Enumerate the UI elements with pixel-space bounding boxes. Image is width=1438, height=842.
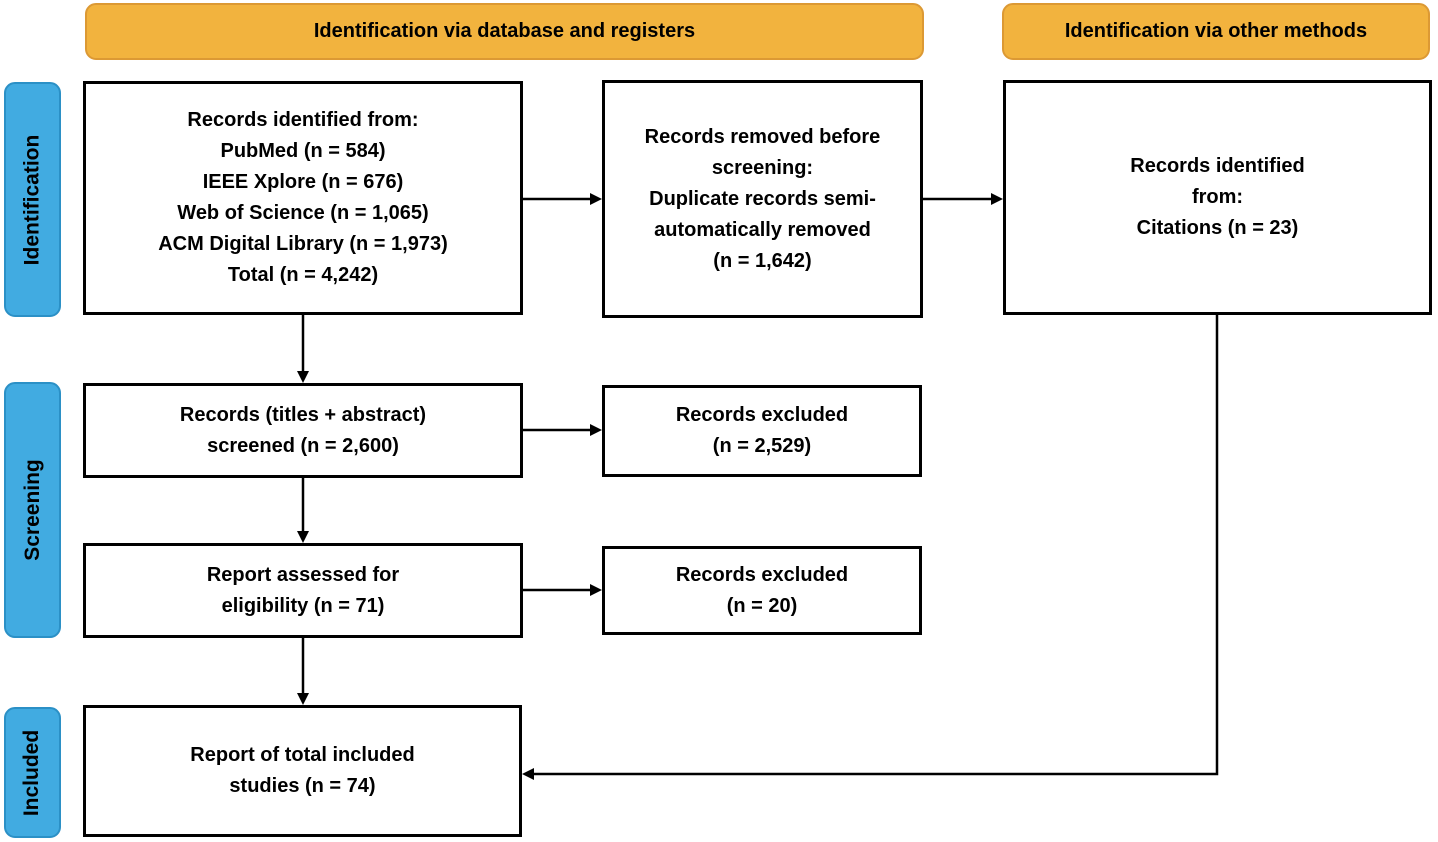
stage-label-included: Included bbox=[4, 707, 61, 838]
box-text-line: (n = 2,529) bbox=[712, 435, 812, 457]
arrowhead-removed-to-citations bbox=[991, 193, 1003, 205]
stage-label-screening: Screening bbox=[4, 382, 61, 638]
box-records-removed-before-screening: Records removed before screening: Duplic… bbox=[602, 80, 923, 318]
box-report-total-included: Report of total included studies (n = 74… bbox=[83, 705, 522, 837]
box-text-line: eligibility (n = 71) bbox=[221, 594, 385, 617]
box-text-line: automatically removed bbox=[654, 218, 871, 241]
arrowhead-screened-to-excluded bbox=[590, 424, 602, 436]
arrowhead-screened-to-assessed bbox=[297, 531, 309, 543]
box-text-line: Duplicate records semi- bbox=[649, 187, 876, 210]
box-text-line: Report of total included bbox=[190, 744, 415, 766]
box-text-line: Records identified from: bbox=[187, 109, 419, 131]
arrowhead-assessed-to-excluded bbox=[590, 584, 602, 596]
box-text-line: Total (n = 4,242) bbox=[227, 264, 379, 286]
box-records-excluded-screening: Records excluded (n = 2,529) bbox=[602, 385, 922, 477]
arrowhead-identified-to-removed bbox=[590, 193, 602, 205]
stage-label-identification: Identification bbox=[4, 82, 61, 317]
arrowhead-assessed-to-included bbox=[297, 693, 309, 705]
box-text-line: screening: bbox=[711, 156, 814, 179]
stage-label-included-text: Included bbox=[20, 729, 44, 816]
box-text-line: screened (n = 2,600) bbox=[207, 434, 399, 457]
header-identification-via-databases-label: Identification via database and register… bbox=[313, 20, 696, 42]
arrowhead-citations-to-included bbox=[522, 768, 534, 780]
box-text-line: IEEE Xplore (n = 676) bbox=[202, 171, 404, 193]
box-report-assessed-eligibility: Report assessed for eligibility (n = 71) bbox=[83, 543, 523, 638]
box-records-excluded-eligibility: Records excluded (n = 20) bbox=[602, 546, 922, 635]
arrowhead-identified-to-screened bbox=[297, 371, 309, 383]
box-records-identified-databases: Records identified from: PubMed (n = 584… bbox=[83, 81, 523, 315]
box-text-line: ACM Digital Library (n = 1,973) bbox=[158, 233, 448, 255]
stage-label-screening-text: Screening bbox=[20, 459, 44, 561]
box-records-identified-citations: Records identified from: Citations (n = … bbox=[1003, 80, 1432, 315]
box-text-line: PubMed (n = 584) bbox=[220, 140, 386, 162]
header-identification-via-other-methods-label: Identification via other methods bbox=[1064, 20, 1368, 42]
box-text-line: (n = 20) bbox=[726, 594, 798, 617]
box-text-line: Citations (n = 23) bbox=[1136, 217, 1299, 239]
stage-label-identification-text: Identification bbox=[20, 134, 44, 265]
box-text-line: Records excluded bbox=[675, 563, 849, 586]
header-identification-via-databases: Identification via database and register… bbox=[85, 3, 924, 60]
box-text-line: Records identified bbox=[1130, 155, 1305, 177]
box-text-line: Web of Science (n = 1,065) bbox=[177, 202, 429, 224]
connector-citations-to-included bbox=[531, 315, 1219, 776]
box-text-line: Records removed before bbox=[644, 125, 881, 148]
box-records-screened: Records (titles + abstract) screened (n … bbox=[83, 383, 523, 478]
box-text-line: Records excluded bbox=[675, 404, 849, 426]
box-text-line: Report assessed for bbox=[206, 563, 400, 586]
box-text-line: (n = 1,642) bbox=[713, 249, 812, 272]
box-text-line: Records (titles + abstract) bbox=[179, 403, 427, 426]
box-text-line: studies (n = 74) bbox=[229, 775, 376, 797]
box-text-line: from: bbox=[1191, 186, 1244, 208]
header-identification-via-other-methods: Identification via other methods bbox=[1002, 3, 1430, 60]
